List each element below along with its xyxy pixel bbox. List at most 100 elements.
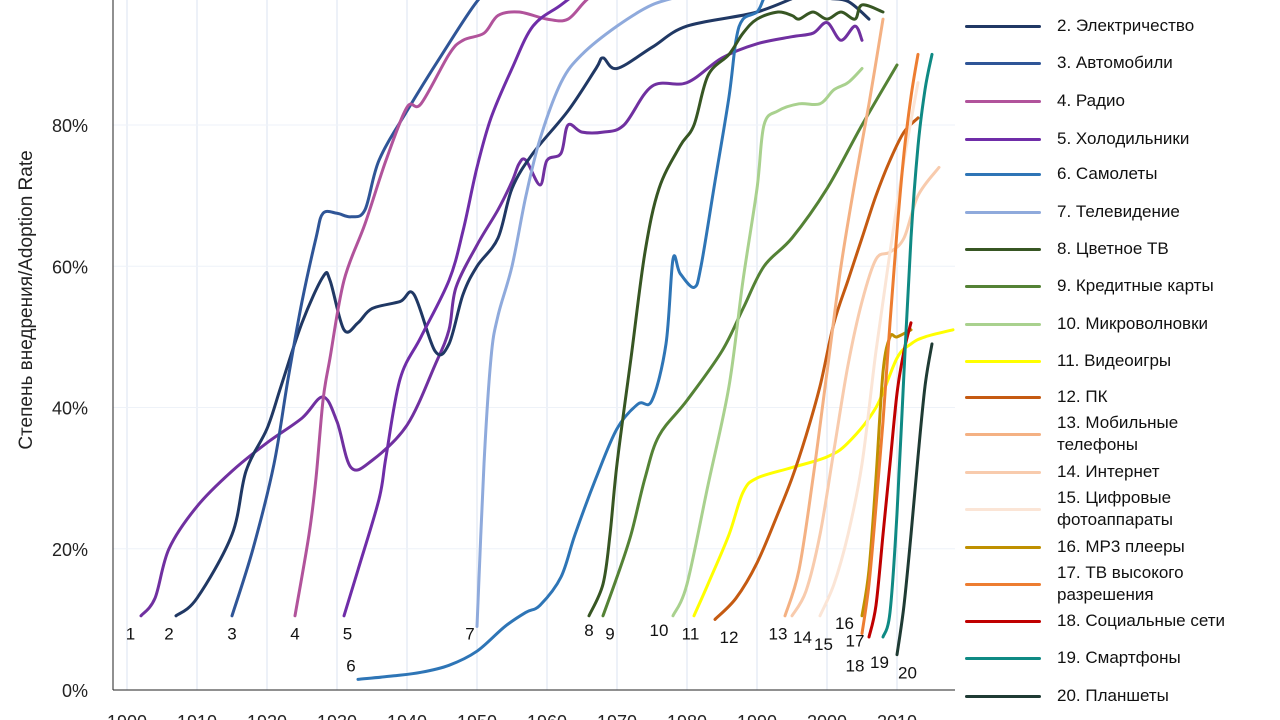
legend-label: 6. Самолеты [1057,164,1158,183]
legend-label: 3. Автомобили [1057,53,1173,72]
legend-swatch [965,322,1041,326]
series-end-label-4: 4 [290,625,299,644]
legend-item-17: 17. ТВ высокого разрешения [965,562,1184,606]
y-tick-label: 80% [52,116,88,136]
legend-label: 7. Телевидение [1057,202,1180,221]
series-line-1 [139,21,864,618]
legend-label: 4. Радио [1057,91,1125,110]
legend-label: 2. Электричество [1057,16,1195,35]
legend-item-11: 11. Видеоигры [965,350,1171,372]
legend-item-2: 2. Электричество [965,15,1194,37]
series-end-label-5: 5 [343,625,352,644]
series-line-2 [174,0,871,618]
series-line-20 [895,342,934,657]
legend-label: 11. Видеоигры [1057,351,1172,370]
x-tick-label: 1910 [177,712,217,720]
legend-item-16: 16. MP3 плееры [965,536,1185,558]
y-tick-label: 0% [62,681,88,701]
series-end-label-20: 20 [898,663,917,682]
legend-label: 5. Холодильники [1057,129,1190,148]
x-tick-label: 1980 [667,712,707,720]
legend-label: 8. Цветное ТВ [1057,239,1169,258]
y-tick-label: 20% [52,540,88,560]
series-end-label-19: 19 [870,653,889,672]
series-lines [139,0,955,681]
x-tick-label: 1930 [317,712,357,720]
x-tick-label: 1970 [597,712,637,720]
adoption-line-chart: 0%20%40%60%80%19001910192019301940195019… [16,0,955,720]
legend-label: 15. Цифровые фотоаппараты [1057,488,1173,529]
legend-swatch [965,137,1041,141]
legend-item-15: 15. Цифровые фотоаппараты [965,487,1173,531]
legend-label: 10. Микроволновки [1057,314,1209,333]
series-end-label-13: 13 [769,625,788,644]
legend-item-14: 14. Интернет [965,461,1160,483]
legend-item-9: 9. Кредитные карты [965,275,1214,297]
series-line-5 [342,0,570,618]
series-line-8 [587,3,885,618]
legend-swatch [965,24,1041,28]
legend-swatch [965,284,1041,288]
series-end-label-2: 2 [164,625,173,644]
series-end-label-18: 18 [846,656,865,675]
legend-item-5: 5. Холодильники [965,128,1189,150]
series-end-label-10: 10 [650,621,669,640]
legend-swatch [965,172,1041,176]
x-tick-label: 2010 [877,712,917,720]
legend-item-20: 20. Планшеты [965,685,1169,707]
legend-swatch [965,359,1041,363]
series-end-label-17: 17 [846,632,865,651]
series-line-19 [881,52,934,639]
legend-item-4: 4. Радио [965,90,1125,112]
x-tick-label: 1940 [387,712,427,720]
series-end-label-14: 14 [793,628,812,647]
legend-item-8: 8. Цветное ТВ [965,238,1169,260]
legend-item-7: 7. Телевидение [965,201,1180,223]
series-line-10 [671,67,864,618]
legend-label: 17. ТВ высокого разрешения [1057,563,1184,604]
legend-swatch [965,61,1041,65]
series-line-7 [475,0,672,628]
x-tick-label: 1990 [737,712,777,720]
series-end-label-12: 12 [720,628,739,647]
legend-swatch [965,210,1041,214]
legend-label: 19. Смартфоны [1057,648,1181,667]
legend-label: 9. Кредитные карты [1057,276,1214,295]
x-tick-label: 1900 [107,712,147,720]
legend-label: 14. Интернет [1057,462,1160,481]
legend-item-6: 6. Самолеты [965,163,1157,185]
series-end-label-7: 7 [465,625,474,644]
series-end-label-1: 1 [126,625,135,644]
series-end-label-9: 9 [605,625,614,644]
series-line-6 [356,0,765,681]
legend-item-12: 12. ПК [965,386,1107,408]
legend-label: 12. ПК [1057,387,1108,406]
series-end-label-6: 6 [346,656,355,675]
legend-item-10: 10. Микроволновки [965,313,1208,335]
y-axis-label: Степень внедрения/Adoption Rate [16,150,37,449]
legend-item-19: 19. Смартфоны [965,647,1181,669]
series-line-17 [860,52,920,635]
legend: 2. Электричество 3. Автомобили 4. Радио 5. … [965,0,1280,720]
legend-swatch [965,99,1041,103]
series-line-4 [293,0,589,618]
series-line-13 [783,17,885,618]
legend-item-13: 13. Мобильные телефоны [965,412,1178,456]
legend-label: 18. Социальные сети [1057,611,1226,630]
legend-swatch [965,694,1041,698]
series-line-14 [790,165,941,618]
legend-item-18: 18. Социальные сети [965,610,1225,632]
series-end-label-15: 15 [814,635,833,654]
series-end-label-8: 8 [584,621,593,640]
legend-swatch [965,507,1041,511]
series-line-3 [230,0,481,618]
y-tick-label: 40% [52,399,88,419]
axes: 0%20%40%60%80%19001910192019301940195019… [52,0,955,720]
legend-swatch [965,247,1041,251]
legend-swatch [965,582,1041,586]
series-end-label-11: 11 [682,625,700,644]
x-tick-label: 2000 [807,712,847,720]
legend-swatch [965,619,1041,623]
